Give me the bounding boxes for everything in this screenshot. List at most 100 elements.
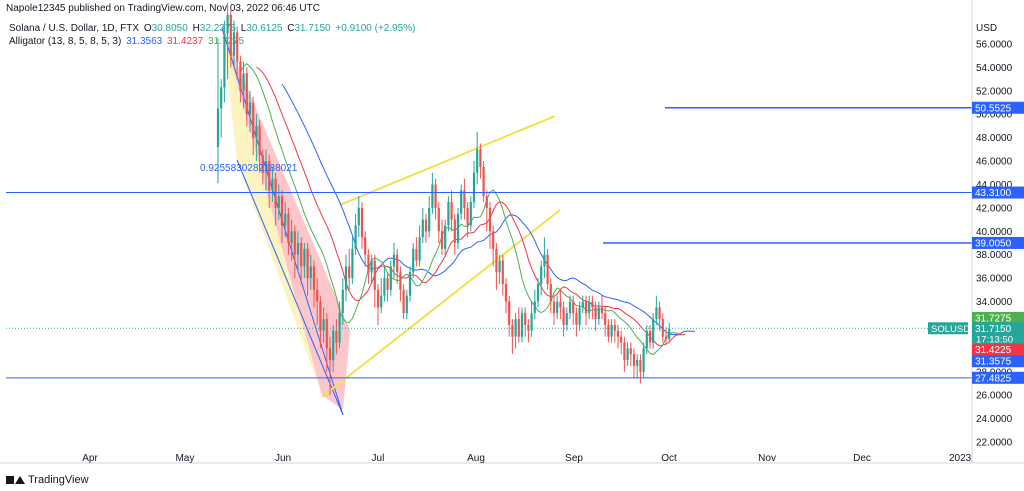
candle-body (591, 301, 594, 308)
wedge-lower-line (321, 209, 561, 398)
candle-body (600, 307, 604, 314)
x-tick-label: Sep (565, 453, 583, 464)
candle-body (511, 324, 514, 337)
price-tag-label: 31.4225 (975, 345, 1012, 356)
candle-body (335, 330, 338, 343)
high-label: H (192, 23, 200, 34)
candle-body (540, 266, 543, 284)
candle-body (341, 289, 344, 314)
candle-body (495, 248, 498, 273)
candle-body (396, 254, 399, 273)
price-tag-box (972, 343, 1024, 356)
close-value: 31.7150 (294, 23, 331, 34)
candle-body (364, 237, 367, 255)
price-tag-box (972, 311, 1024, 324)
alligator-teeth-line (256, 66, 686, 347)
candle-body (584, 301, 588, 314)
candle-body (469, 202, 472, 226)
candle-body (271, 178, 274, 191)
candle-body (424, 219, 428, 232)
candle-body (245, 73, 248, 115)
candle-body (604, 313, 607, 325)
price-tag-label: 27.4825 (975, 373, 1012, 384)
candle-body (524, 313, 527, 325)
candle-body (568, 301, 572, 314)
symbol-tag-label: SOLUSD (931, 324, 970, 335)
candle-body (668, 328, 671, 339)
candle-body (428, 207, 431, 232)
price-tag-label: 43.3100 (975, 188, 1012, 199)
candle-body (232, 32, 236, 56)
candle-body (229, 14, 232, 56)
candle-body (607, 324, 610, 337)
candle-body (447, 202, 450, 226)
candle-body (434, 184, 437, 208)
candle-body (498, 260, 501, 273)
x-tick-label: Aug (467, 453, 485, 464)
candle-body (520, 313, 524, 337)
candle-body (242, 73, 245, 91)
candle-body (264, 161, 268, 173)
candle-body (466, 207, 469, 226)
y-tick-label: 40.0000 (976, 227, 1013, 238)
footer-brand: TradingView (28, 474, 89, 486)
y-tick-label: 48.0000 (976, 133, 1013, 144)
candle-body (437, 207, 440, 232)
candle-body (226, 14, 229, 34)
candle-body (456, 213, 460, 243)
footer: TradingView (6, 474, 89, 486)
candle-body (552, 301, 556, 314)
y-tick-label: 26.0000 (976, 391, 1013, 402)
candle-body (530, 313, 533, 331)
price-tag-label: 50.5525 (975, 103, 1012, 114)
candle-body (472, 172, 476, 203)
candle-body (280, 196, 284, 226)
candle-body (431, 184, 434, 208)
candle-body (543, 254, 546, 267)
candle-body (661, 319, 664, 337)
y-tick-label: 46.0000 (976, 157, 1013, 168)
candle-body (332, 330, 335, 361)
candle-body (636, 360, 639, 366)
candle-body (296, 243, 300, 255)
candle-body (312, 266, 316, 290)
high-value: 32.2375 (199, 23, 236, 34)
candle-body (370, 260, 373, 273)
price-tag-box (972, 236, 1024, 249)
candle-body (344, 266, 348, 290)
candle-body (645, 330, 648, 349)
candle-body (248, 102, 252, 115)
candle-body (588, 301, 591, 314)
candle-body (412, 248, 415, 273)
candle-body (482, 166, 485, 197)
alligator-teeth-value: 31.4237 (167, 36, 204, 47)
symbol-legend[interactable]: Solana / U.S. Dollar, 1D, FTX O30.8050 H… (9, 23, 415, 34)
candle-body (408, 272, 412, 296)
y-tick-label: 38.0000 (976, 250, 1013, 261)
candle-body (514, 319, 517, 337)
candle-body (274, 178, 277, 208)
x-tick-label: Nov (758, 453, 776, 464)
candle-body (533, 301, 536, 314)
candle-body (392, 254, 396, 267)
tradingview-logo-icon (6, 475, 25, 485)
candle-body (639, 360, 642, 372)
candle-body (440, 231, 444, 249)
candle-body (351, 248, 354, 279)
candle-body (322, 319, 325, 331)
candle-body (546, 254, 549, 284)
candle-body (556, 301, 559, 314)
x-tick-label: Apr (82, 453, 98, 464)
y-tick-label: 50.0000 (976, 110, 1013, 121)
candle-body (261, 155, 264, 173)
candle-body (504, 283, 508, 302)
alligator-label: Alligator (13, 8, 5, 8, 5, 3) (9, 36, 122, 47)
open-label: O (143, 23, 152, 34)
change-value: +0.9100 (+2.95%) (335, 23, 416, 34)
candle-body (610, 324, 613, 337)
candle-body (306, 248, 309, 279)
candle-body (319, 301, 322, 331)
price-tag-box (972, 322, 1024, 345)
price-tag-box (972, 371, 1024, 384)
